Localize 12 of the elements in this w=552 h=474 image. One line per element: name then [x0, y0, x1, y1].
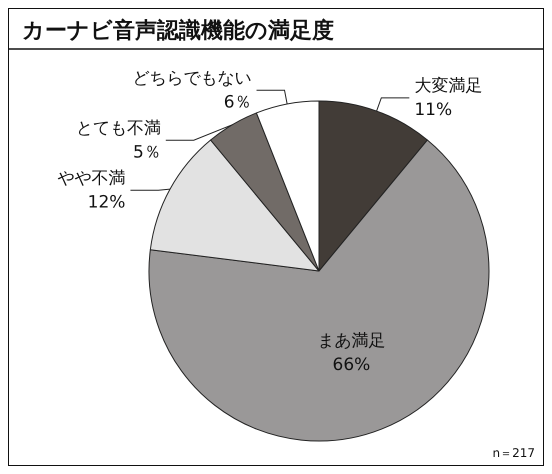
- slice-label: 大変満足: [414, 76, 482, 96]
- slice-label: やや不満: [57, 168, 126, 188]
- slice-label: まあ満足: [317, 330, 386, 351]
- data-label: 12%: [88, 192, 126, 212]
- slice-label: とても不満: [76, 118, 161, 138]
- data-label: 6％: [224, 92, 252, 112]
- chart-title: カーナビ音声認識機能の満足度: [22, 18, 334, 44]
- data-label: 66%: [332, 354, 370, 375]
- data-label: 5％: [132, 142, 161, 162]
- text: n＝217: [492, 446, 536, 460]
- data-label: 11%: [414, 100, 452, 120]
- slice-label: どちらでもない: [132, 68, 252, 88]
